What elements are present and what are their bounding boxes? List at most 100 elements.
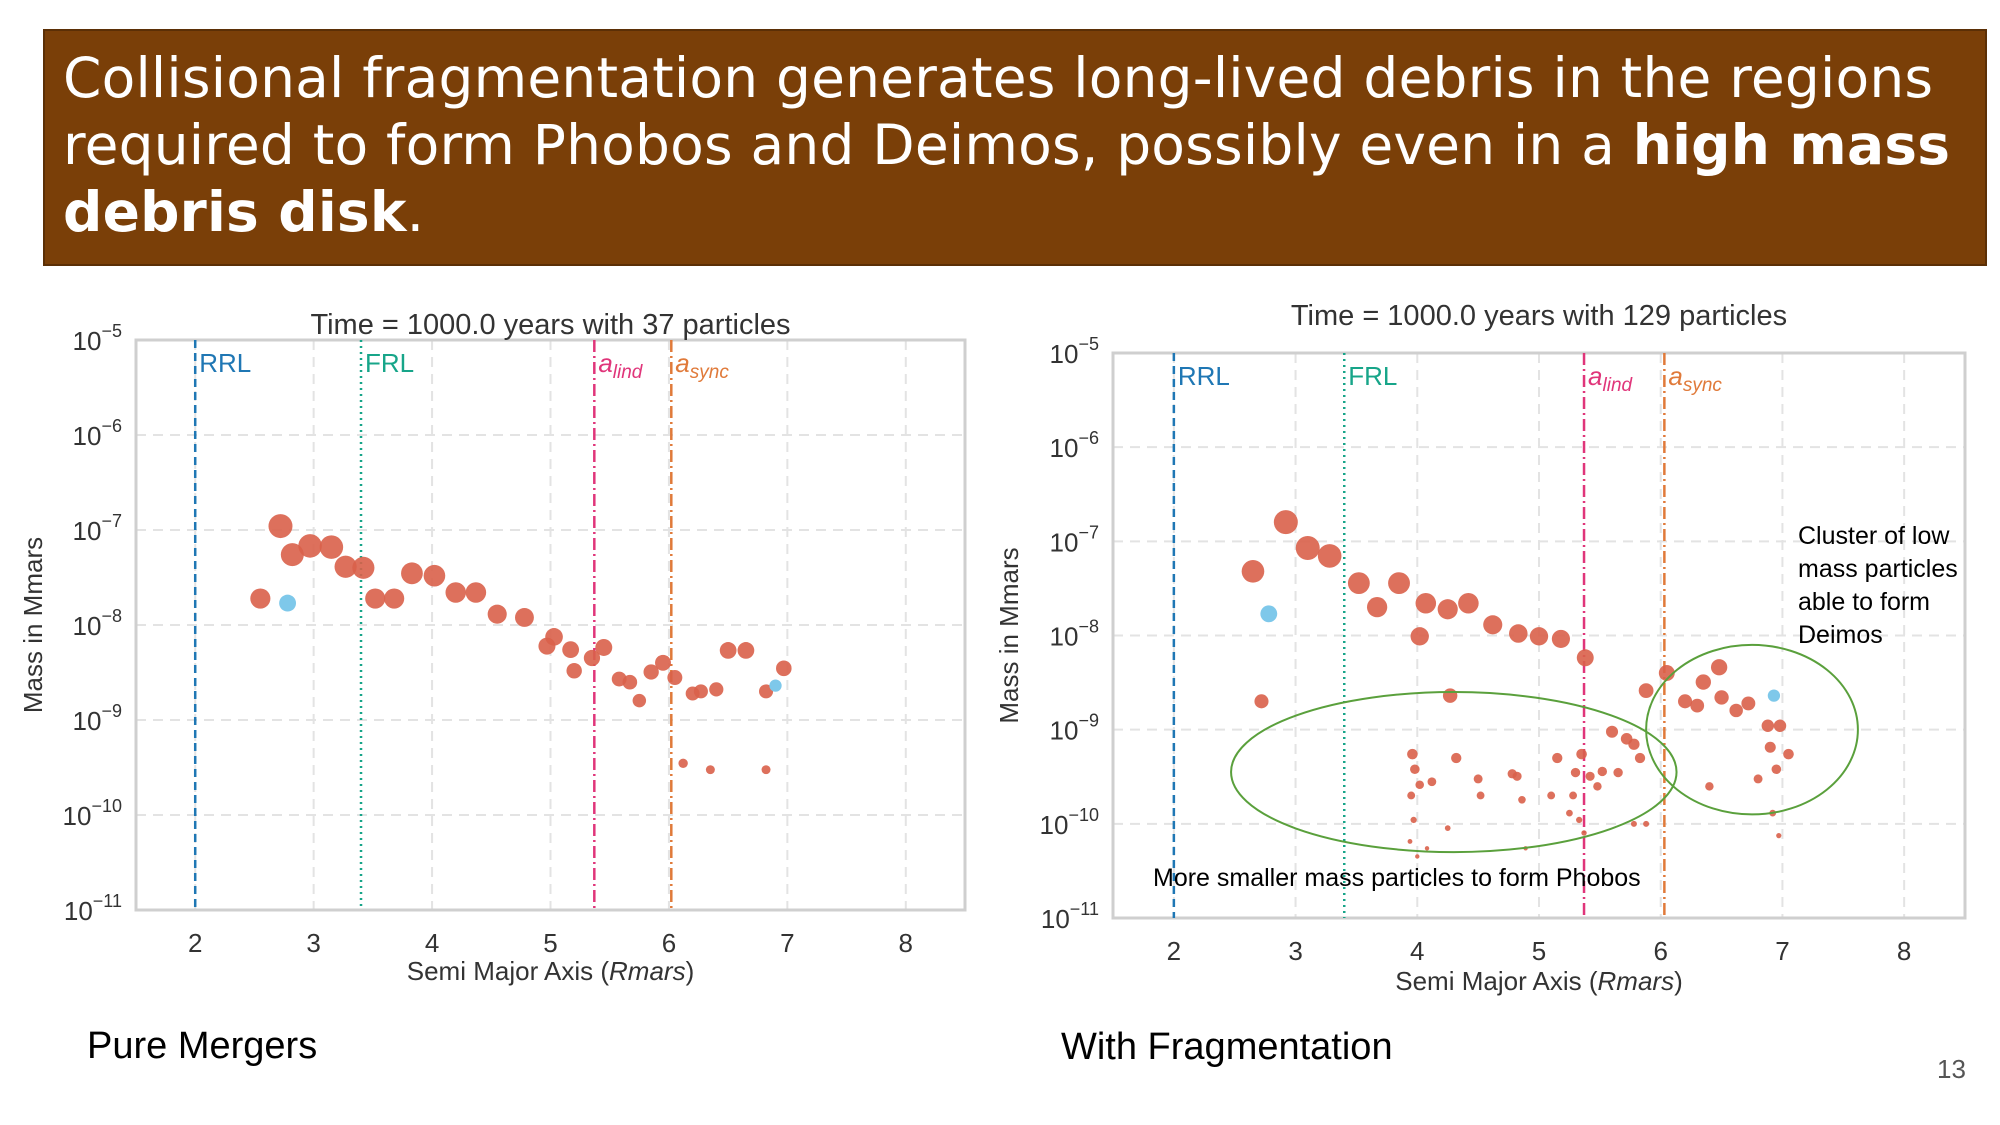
- particle-point: [1552, 752, 1563, 764]
- y-axis-label: Mass in Mmars: [994, 547, 1024, 723]
- particle-point: [1771, 764, 1782, 775]
- particle-point: [1764, 741, 1776, 753]
- particle-point: [1585, 771, 1595, 781]
- x-axis-label: Semi Major Axis (Rmars): [407, 956, 695, 986]
- particle-point: [1658, 665, 1675, 681]
- particle-point: [759, 684, 774, 699]
- y-tick-label: 10−9: [1050, 711, 1099, 746]
- particle-point: [1415, 592, 1437, 614]
- x-tick-label: 5: [543, 928, 557, 958]
- particle-point: [583, 649, 601, 667]
- special-particle-point: [279, 594, 297, 612]
- chart-title: Time = 1000.0 years with 129 particles: [1291, 300, 1787, 332]
- particle-point: [1424, 846, 1430, 851]
- particle-point: [1415, 780, 1425, 790]
- particle-point: [1690, 698, 1705, 713]
- particle-point: [1410, 627, 1429, 646]
- y-tick-label: 10−10: [63, 796, 122, 831]
- x-axis-label: Semi Major Axis (Rmars): [1395, 966, 1683, 996]
- particle-point: [709, 682, 724, 697]
- particle-point: [1628, 738, 1640, 750]
- particle-point: [1458, 592, 1479, 614]
- particle-point: [1705, 782, 1714, 791]
- particle-point: [1483, 615, 1503, 635]
- particle-point: [1518, 796, 1526, 804]
- y-tick-label: 10−6: [1050, 428, 1099, 463]
- particle-point: [1773, 719, 1787, 732]
- particle-point: [1630, 820, 1637, 827]
- page-number: 13: [1937, 1054, 1966, 1084]
- x-tick-label: 7: [1775, 936, 1789, 966]
- particle-point: [1678, 694, 1693, 709]
- particle-point: [1241, 560, 1265, 583]
- particle-point: [1427, 777, 1437, 787]
- particle-point: [1638, 683, 1654, 698]
- particle-point: [1613, 767, 1623, 778]
- vline-label-frl: FRL: [1348, 361, 1397, 391]
- y-tick-label: 10−7: [1050, 522, 1099, 557]
- special-particle-point: [1767, 689, 1781, 702]
- particle-point: [719, 642, 737, 659]
- chart-title: Time = 1000.0 years with 37 particles: [310, 309, 790, 341]
- particle-point: [655, 654, 671, 671]
- particle-point: [1643, 820, 1650, 827]
- phobos-annotation: More smaller mass particles to form Phob…: [1153, 864, 1641, 892]
- particle-point: [1437, 599, 1458, 620]
- y-tick-label: 10−10: [1040, 805, 1099, 840]
- x-tick-label: 3: [1288, 936, 1302, 966]
- particle-point: [1776, 832, 1782, 839]
- particle-point: [1451, 752, 1462, 764]
- particle-point: [1410, 816, 1417, 824]
- particle-point: [1273, 510, 1298, 535]
- particle-point: [1710, 659, 1728, 676]
- y-tick-label: 10−5: [1050, 334, 1099, 369]
- y-tick-label: 10−9: [73, 701, 122, 736]
- particle-point: [1410, 764, 1420, 775]
- particle-point: [632, 693, 647, 708]
- slide-title-end: .: [406, 180, 425, 244]
- particle-point: [268, 514, 293, 539]
- particle-point: [250, 588, 271, 609]
- y-tick-label: 10−6: [73, 416, 122, 451]
- particle-point: [445, 582, 467, 603]
- particle-point: [776, 660, 792, 677]
- particle-point: [365, 588, 386, 609]
- particle-point: [1507, 769, 1517, 779]
- vline-label-frl: FRL: [365, 348, 414, 378]
- y-tick-label: 10−11: [1041, 899, 1099, 934]
- particle-point: [1407, 839, 1413, 844]
- vline-label-rrl: RRL: [1178, 361, 1230, 391]
- deimos-annotation: Cluster of low mass particles able to form…: [1798, 522, 1958, 649]
- x-tick-label: 8: [1897, 936, 1911, 966]
- particle-point: [352, 556, 375, 579]
- fragmentation-chart: 2 3 4 5 6 7 8 10−5 10−6 10−7 10−8 10−9 10−10 10−11 Tim…: [994, 300, 1967, 996]
- particle-point: [1695, 674, 1711, 690]
- particle-point: [465, 582, 487, 603]
- particle-point: [515, 608, 534, 627]
- particle-point: [1442, 688, 1458, 703]
- particle-point: [705, 765, 715, 775]
- particle-point: [1569, 791, 1578, 800]
- particle-point: [643, 664, 659, 680]
- pure-mergers-caption: Pure Mergers: [87, 1025, 318, 1067]
- slide-title-bold: high mass debris disk: [63, 113, 1951, 244]
- vline-label-async: async: [675, 348, 729, 383]
- particle-point: [1581, 830, 1587, 836]
- particle-point: [1254, 694, 1269, 709]
- y-tick-label: 10−8: [1050, 617, 1099, 652]
- particle-point: [280, 543, 304, 567]
- x-tick-label: 6: [662, 928, 676, 958]
- particle-point: [384, 588, 405, 609]
- particle-point: [423, 564, 446, 587]
- x-tick-label: 6: [1653, 936, 1667, 966]
- phobos-cluster-ellipse: [1230, 691, 1678, 854]
- particle-point: [334, 555, 357, 578]
- plot-frame: [134, 338, 967, 912]
- y-axis-label: Mass in Mmars: [18, 537, 48, 713]
- particle-point: [1597, 766, 1608, 777]
- deimos-cluster-ellipse: [1645, 643, 1859, 816]
- particle-point: [1576, 748, 1587, 760]
- x-tick-label: 2: [188, 928, 202, 958]
- particle-point: [1783, 748, 1794, 760]
- particle-point: [566, 663, 582, 679]
